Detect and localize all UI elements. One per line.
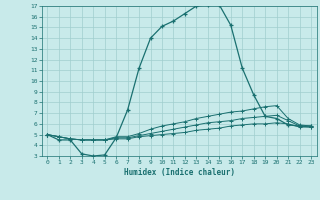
X-axis label: Humidex (Indice chaleur): Humidex (Indice chaleur) xyxy=(124,168,235,177)
